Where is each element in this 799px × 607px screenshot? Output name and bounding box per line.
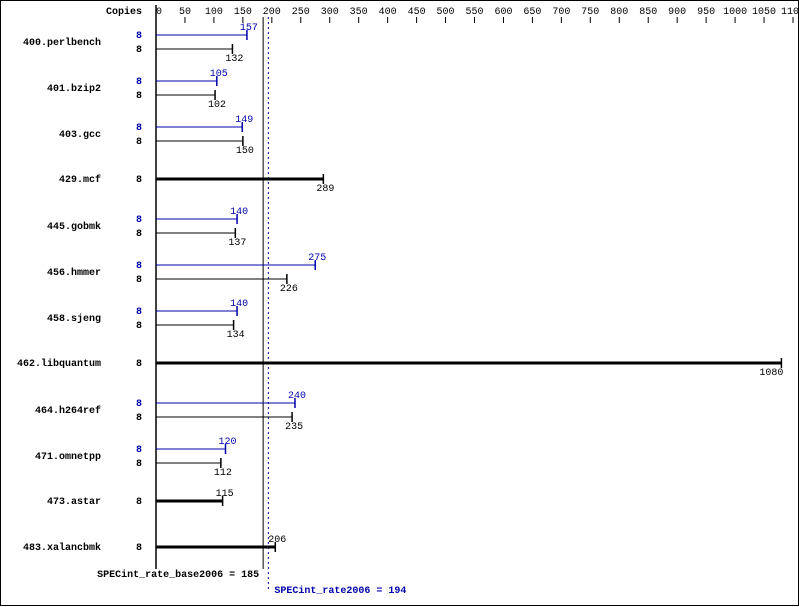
benchmark-name: 445.gobmk [47, 221, 101, 233]
benchmark-name: 483.xalancbmk [23, 542, 101, 554]
benchmark-value: 137 [228, 238, 246, 249]
axis-tick-label: 200 [263, 7, 281, 18]
benchmark-value: 140 [230, 207, 248, 218]
benchmark-name: 401.bzip2 [47, 83, 101, 95]
copies-header: Copies [106, 6, 142, 18]
axis-tick-label: 400 [379, 7, 397, 18]
benchmark-name: 471.omnetpp [35, 452, 101, 463]
copies-value: 8 [136, 413, 142, 424]
copies-value: 8 [136, 261, 142, 272]
benchmark-value: 120 [218, 437, 236, 448]
benchmark-value: 206 [268, 535, 286, 546]
axis-tick-label: 950 [697, 7, 715, 18]
copies-value: 8 [136, 175, 142, 186]
peak-reference-label: SPECint_rate2006 = 194 [274, 585, 406, 597]
axis-tick-label: 750 [581, 7, 599, 18]
copies-value: 8 [136, 123, 142, 134]
benchmark-value: 102 [208, 100, 226, 111]
axis-tick-label: 800 [610, 7, 628, 18]
copies-value: 8 [136, 543, 142, 554]
copies-value: 8 [136, 45, 142, 56]
axis-tick-label: 50 [179, 7, 191, 18]
base-reference-label: SPECint_rate_base2006 = 185 [97, 569, 259, 581]
benchmark-name: 458.sjeng [47, 313, 101, 325]
copies-value: 8 [136, 137, 142, 148]
copies-value: 8 [136, 229, 142, 240]
axis-tick-label: 1100 [781, 7, 799, 18]
benchmark-value: 134 [227, 330, 245, 341]
copies-value: 8 [136, 459, 142, 470]
copies-value: 8 [136, 359, 142, 370]
benchmark-name: 429.mcf [59, 174, 101, 186]
benchmark-value: 112 [214, 468, 232, 479]
copies-value: 8 [136, 445, 142, 456]
axis-tick-label: 250 [292, 7, 310, 18]
axis-tick-label: 1050 [752, 7, 776, 18]
axis-tick-label: 550 [465, 7, 483, 18]
axis-tick-label: 850 [639, 7, 657, 18]
copies-value: 8 [136, 31, 142, 42]
axis-tick-label: 650 [523, 7, 541, 18]
axis-tick-label: 600 [494, 7, 512, 18]
benchmark-value: 105 [210, 69, 228, 80]
axis-tick-label: 900 [668, 7, 686, 18]
benchmark-name: 403.gcc [59, 130, 101, 141]
copies-value: 8 [136, 275, 142, 286]
axis-tick-label: 700 [552, 7, 570, 18]
benchmark-value: 235 [285, 422, 303, 433]
benchmark-value: 275 [308, 253, 326, 264]
axis-tick-label: 300 [321, 7, 339, 18]
axis-tick-label: 0 [156, 7, 162, 18]
benchmark-name: 464.h264ref [35, 405, 101, 417]
benchmark-value: 240 [288, 391, 306, 402]
copies-value: 8 [136, 215, 142, 226]
copies-value: 8 [136, 321, 142, 332]
axis-tick-label: 450 [408, 7, 426, 18]
benchmark-name: 462.libquantum [17, 358, 101, 370]
spec-chart: 0 50 100 150 200 250 300 350 400 450 500 550 600 650 7… [0, 0, 799, 606]
axis-tick-label: 100 [205, 7, 223, 18]
copies-value: 8 [136, 307, 142, 318]
benchmark-value: 226 [280, 284, 298, 295]
benchmark-name: 473.astar [47, 497, 101, 508]
chart-svg: 0 50 100 150 200 250 300 350 400 450 500 550 600 650 7… [1, 1, 799, 607]
benchmark-value: 140 [230, 299, 248, 310]
axis-tick-label: 150 [234, 7, 252, 18]
benchmark-name: 400.perlbench [23, 37, 101, 49]
benchmark-name: 456.hmmer [47, 267, 101, 279]
benchmark-value: 1080 [759, 368, 783, 379]
copies-value: 8 [136, 77, 142, 88]
axis-tick-label: 1000 [723, 7, 747, 18]
benchmark-value: 289 [316, 184, 334, 195]
copies-value: 8 [136, 91, 142, 102]
benchmark-value: 157 [240, 23, 258, 34]
copies-value: 8 [136, 399, 142, 410]
axis-tick-label: 500 [437, 7, 455, 18]
benchmark-value: 150 [236, 146, 254, 157]
axis-tick-label: 350 [350, 7, 368, 18]
benchmark-value: 149 [235, 115, 253, 126]
benchmark-value: 132 [225, 54, 243, 65]
copies-value: 8 [136, 497, 142, 508]
benchmark-value: 115 [216, 489, 234, 500]
